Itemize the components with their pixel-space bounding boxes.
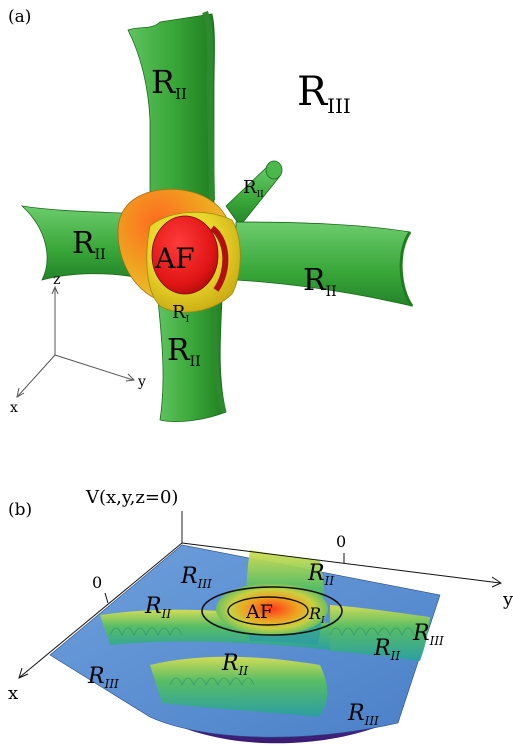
- b-region-r2-left: RII: [144, 594, 171, 621]
- surface-ripples: [109, 627, 415, 687]
- axis-z-label: z: [53, 272, 60, 288]
- panel-b-label: (b): [8, 500, 32, 520]
- tube-upper-edge: [202, 10, 215, 201]
- axis-x-label: x: [10, 400, 18, 416]
- contour-inner: [227, 596, 309, 626]
- region-r3: RIII: [297, 69, 351, 118]
- b-region-r2-right: RII: [373, 636, 400, 663]
- panel-b: (b) V(x,y,z=0) y x 0 0 RIII RII RII: [0, 455, 513, 748]
- region-af: AF: [154, 242, 195, 275]
- axes-a: [16, 285, 136, 398]
- region-r2-left: RII: [72, 226, 106, 263]
- b-region-af: AF: [245, 601, 273, 623]
- axis-x-label-b: x: [8, 683, 18, 704]
- surface-title: V(x,y,z=0): [85, 487, 178, 508]
- panel-a-label: (a): [8, 7, 31, 27]
- b-region-r2-bottom: RII: [221, 651, 248, 678]
- b-region-r2-top: RII: [307, 561, 334, 588]
- axes-b: [18, 542, 503, 679]
- region-r2-top: RII: [151, 63, 187, 103]
- panel-a-figure: (a) RII RIII RII RII RII RII RI AF z y x: [8, 7, 414, 422]
- b-region-r3-bottom: RIII: [347, 701, 379, 728]
- tick-zero-y: 0: [336, 532, 346, 551]
- b-region-r3-right: RIII: [412, 621, 444, 648]
- tube-lower: [157, 299, 227, 422]
- contour-outer: [201, 586, 343, 636]
- b-region-r1: RI: [308, 604, 325, 626]
- region-r1: RI: [172, 302, 190, 325]
- b-region-r3-left: RIII: [87, 664, 119, 691]
- panel-a: (a) RII RIII RII RII RII RII RI AF z y x: [8, 7, 414, 422]
- region-r2-right: RII: [303, 263, 337, 300]
- tube-upper: [127, 13, 215, 216]
- af-core: [151, 215, 219, 295]
- axis-y-label-b: y: [502, 589, 513, 610]
- panel-b-figure: (b) V(x,y,z=0) y x 0 0 RIII RII RII: [8, 487, 513, 744]
- region-r2-back: RII: [243, 177, 264, 200]
- region-r2-bottom: RII: [167, 333, 201, 370]
- axis-y-label: y: [137, 374, 146, 390]
- b-region-r3-top: RIII: [180, 564, 212, 591]
- tube-left: [20, 205, 141, 281]
- tick-zero-x: 0: [92, 573, 102, 592]
